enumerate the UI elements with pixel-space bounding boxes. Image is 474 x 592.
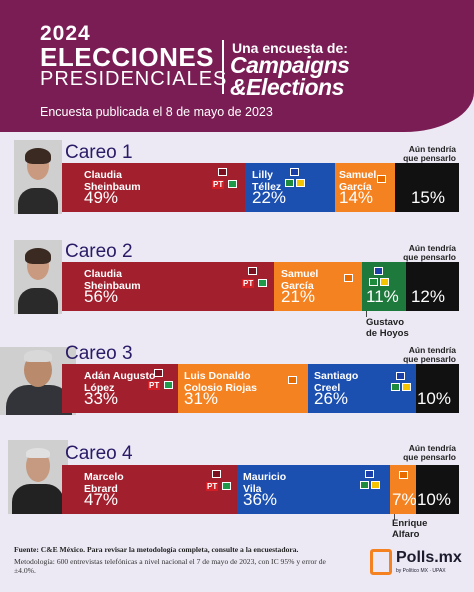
pri-logo-icon: [369, 278, 378, 286]
morena-logo-icon: [218, 168, 227, 176]
value-label: 47%: [84, 490, 119, 509]
bar-careo3-colosio: Luis Donaldo Colosio Riojas 31%: [178, 364, 308, 413]
mc-logo-icon: [377, 175, 386, 183]
value-label: 36%: [243, 490, 278, 509]
header-title: ELECCIONES: [40, 42, 215, 72]
pt-logo-icon: PT: [242, 279, 255, 288]
value-label: 22%: [252, 188, 287, 207]
bar-careo1-tellez: Lilly Téllez 22%: [245, 163, 335, 212]
leader-line: [366, 311, 367, 317]
undecided-label: Aún tendría que pensarlo: [403, 243, 456, 262]
chart-icon: [370, 549, 392, 575]
bar-careo4-alfaro: 7%: [390, 465, 416, 514]
bar-careo4-vila: Mauricio Vila 36%: [237, 465, 390, 514]
pan-logo-icon: [396, 372, 405, 380]
value-label: 12%: [410, 287, 445, 306]
value-label: 31%: [184, 389, 219, 408]
bar-careo1-garcia: Samuel García 14%: [335, 163, 395, 212]
brand-logo-line2: &Elections: [230, 74, 344, 100]
pvem-logo-icon: [222, 482, 231, 490]
value-label: 49%: [84, 188, 119, 207]
brand-name: Polls.mx: [396, 549, 462, 566]
morena-logo-icon: [154, 369, 163, 377]
header-subtitle: PRESIDENCIALES: [40, 68, 228, 90]
pt-logo-icon: PT: [212, 180, 225, 189]
careo-1-title: Careo 1: [65, 142, 133, 163]
published-date: Encuesta publicada el 8 de mayo de 2023: [40, 105, 273, 119]
pan-logo-icon: [290, 168, 299, 176]
careo-2-title: Careo 2: [65, 241, 133, 262]
careo-4-title: Careo 4: [65, 443, 133, 464]
bar-careo2-sheinbaum: Claudia Sheinbaum 56% PT: [62, 262, 274, 311]
candidate-name-label: Gustavo de Hoyos: [366, 317, 409, 339]
value-label: 15%: [410, 188, 445, 207]
pt-logo-icon: PT: [148, 381, 161, 390]
value-label: 7%: [392, 490, 416, 509]
prd-logo-icon: [402, 383, 411, 391]
bar-careo2-dehoyos: 11%: [362, 262, 406, 311]
candidate-name-label: Enrique Alfaro: [392, 518, 428, 540]
methodology-note: Metodología: 600 entrevistas telefónicas…: [14, 557, 326, 575]
careo-3-title: Careo 3: [65, 343, 133, 364]
prd-logo-icon: [296, 179, 305, 187]
undecided-label: Aún tendría que pensarlo: [403, 345, 456, 364]
value-label: 11%: [366, 287, 399, 306]
header-year: 2024: [40, 22, 91, 45]
value-label: 21%: [281, 287, 316, 306]
pt-logo-icon: PT: [206, 482, 219, 491]
value-label: 33%: [84, 389, 119, 408]
mc-logo-icon: [399, 471, 408, 479]
value-label: 10%: [416, 389, 451, 408]
bar-careo4-ebrard: Marcelo Ebrard 47% PT: [62, 465, 237, 514]
value-label: 10%: [416, 490, 451, 509]
mc-logo-icon: [344, 274, 353, 282]
value-label: 26%: [314, 389, 349, 408]
prd-logo-icon: [371, 481, 380, 489]
pvem-logo-icon: [164, 381, 173, 389]
value-label: 56%: [84, 287, 119, 306]
prd-logo-icon: [380, 278, 389, 286]
pan-logo-icon: [365, 470, 374, 478]
pvem-logo-icon: [258, 279, 267, 287]
bar-careo3-lopez: Adán Augusto López 33% PT: [62, 364, 178, 413]
undecided-label: Aún tendría que pensarlo: [403, 144, 456, 163]
value-label: 14%: [339, 188, 374, 207]
bar-careo3-creel: Santiago Creel 26%: [308, 364, 416, 413]
bar-careo2-undecided: 12%: [406, 262, 459, 311]
candidate-photo: [14, 240, 62, 314]
source-note: Fuente: C&E México. Para revisar la meto…: [14, 545, 299, 554]
leader-line: [394, 514, 395, 520]
bar-careo2-garcia: Samuel García 21%: [274, 262, 362, 311]
bar-careo3-undecided: 10%: [416, 364, 459, 413]
header-banner: 2024 ELECCIONES PRESIDENCIALES Una encue…: [0, 0, 474, 132]
pri-logo-icon: [360, 481, 369, 489]
mc-logo-icon: [288, 376, 297, 384]
header-divider: [222, 40, 224, 94]
bar-careo1-undecided: 15%: [395, 163, 459, 212]
pri-logo-icon: [391, 383, 400, 391]
candidate-photo: [8, 440, 68, 514]
bar-careo4-undecided: 10%: [416, 465, 459, 514]
pvem-logo-icon: [228, 180, 237, 188]
pri-logo-icon: [285, 179, 294, 187]
candidate-photo: [14, 140, 62, 214]
undecided-label: Aún tendría que pensarlo: [403, 443, 456, 462]
morena-logo-icon: [212, 470, 221, 478]
bar-careo1-sheinbaum: Claudia Sheinbaum 49% PT: [62, 163, 245, 212]
survey-by-label: Una encuesta de:: [232, 40, 348, 56]
brand-logo-line1: Campaigns: [230, 52, 350, 78]
morena-logo-icon: [248, 267, 257, 275]
polls-mx-logo: Polls.mx by Político MX · UPAX: [370, 549, 470, 584]
brand-subtitle: by Político MX · UPAX: [396, 568, 446, 574]
pan-logo-icon: [374, 267, 383, 275]
